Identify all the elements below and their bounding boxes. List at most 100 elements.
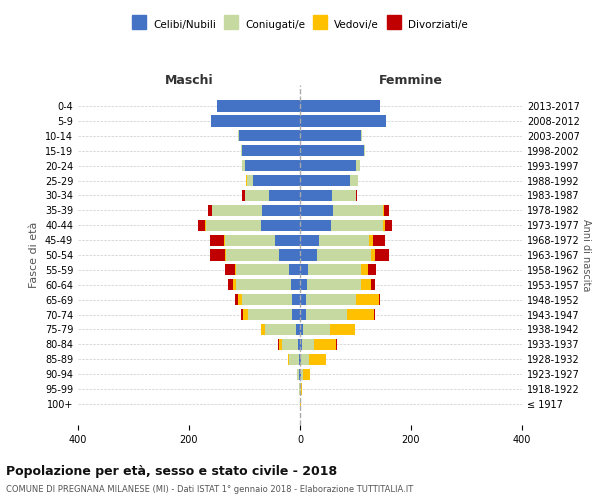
Bar	[212, 204, 262, 216]
Bar	[282, 339, 298, 350]
Bar	[236, 264, 289, 276]
Bar	[301, 384, 302, 394]
Bar	[243, 309, 248, 320]
Bar	[355, 190, 357, 201]
Bar	[371, 250, 376, 260]
Bar	[330, 324, 355, 335]
Bar	[300, 100, 380, 112]
Bar	[245, 160, 300, 171]
Bar	[310, 354, 326, 365]
Bar	[296, 368, 299, 380]
Bar	[332, 190, 355, 201]
Bar	[361, 264, 368, 276]
Text: COMUNE DI PREGNANA MILANESE (MI) - Dati ISTAT 1° gennaio 2018 - Elaborazione TUT: COMUNE DI PREGNANA MILANESE (MI) - Dati …	[6, 485, 413, 494]
Bar	[226, 250, 279, 260]
Bar	[269, 190, 300, 201]
Bar	[275, 234, 300, 246]
Bar	[301, 368, 304, 380]
Bar	[385, 220, 392, 231]
Bar	[364, 145, 365, 156]
Bar	[300, 160, 355, 171]
Bar	[300, 309, 305, 320]
Bar	[385, 204, 389, 216]
Bar	[291, 279, 300, 290]
Bar	[242, 190, 245, 201]
Bar	[288, 354, 289, 365]
Bar	[217, 100, 300, 112]
Bar	[265, 324, 296, 335]
Bar	[245, 190, 269, 201]
Bar	[370, 234, 373, 246]
Bar	[307, 279, 361, 290]
Bar	[383, 220, 385, 231]
Bar	[208, 204, 212, 216]
Bar	[371, 279, 376, 290]
Bar	[241, 145, 242, 156]
Bar	[260, 324, 265, 335]
Bar	[335, 339, 337, 350]
Text: Popolazione per età, sesso e stato civile - 2018: Popolazione per età, sesso e stato civil…	[6, 465, 337, 478]
Bar	[278, 339, 280, 350]
Bar	[209, 250, 225, 260]
Bar	[253, 175, 300, 186]
Bar	[300, 324, 304, 335]
Bar	[305, 309, 347, 320]
Bar	[224, 264, 235, 276]
Bar	[242, 294, 292, 306]
Y-axis label: Fasce di età: Fasce di età	[29, 222, 39, 288]
Bar	[298, 339, 300, 350]
Bar	[241, 309, 243, 320]
Bar	[300, 116, 386, 126]
Bar	[302, 339, 314, 350]
Bar	[314, 339, 335, 350]
Bar	[361, 279, 371, 290]
Bar	[235, 294, 238, 306]
Bar	[279, 250, 300, 260]
Bar	[334, 204, 383, 216]
Bar	[248, 309, 292, 320]
Bar	[374, 309, 375, 320]
Bar	[319, 234, 370, 246]
Bar	[350, 175, 358, 186]
Bar	[355, 160, 360, 171]
Bar	[300, 130, 361, 141]
Bar	[242, 145, 300, 156]
Bar	[304, 324, 330, 335]
Bar	[224, 234, 225, 246]
Bar	[233, 279, 236, 290]
Bar	[296, 324, 300, 335]
Bar	[300, 264, 308, 276]
Bar	[304, 368, 310, 380]
Bar	[235, 264, 236, 276]
Bar	[198, 220, 205, 231]
Bar	[300, 175, 350, 186]
Y-axis label: Anni di nascita: Anni di nascita	[581, 219, 591, 291]
Legend: Celibi/Nubili, Coniugati/e, Vedovi/e, Divorziati/e: Celibi/Nubili, Coniugati/e, Vedovi/e, Di…	[128, 16, 472, 34]
Bar	[300, 339, 302, 350]
Bar	[289, 264, 300, 276]
Bar	[261, 220, 300, 231]
Bar	[211, 116, 300, 126]
Text: Femmine: Femmine	[379, 74, 443, 86]
Bar	[300, 250, 317, 260]
Bar	[300, 220, 331, 231]
Bar	[300, 204, 334, 216]
Bar	[225, 234, 275, 246]
Bar	[305, 294, 355, 306]
Bar	[205, 220, 206, 231]
Bar	[300, 354, 301, 365]
Bar	[239, 130, 300, 141]
Bar	[355, 294, 379, 306]
Bar	[280, 339, 282, 350]
Bar	[206, 220, 261, 231]
Bar	[301, 354, 310, 365]
Bar	[300, 190, 332, 201]
Bar	[236, 279, 291, 290]
Bar	[308, 264, 361, 276]
Bar	[383, 204, 385, 216]
Bar	[379, 294, 380, 306]
Text: Maschi: Maschi	[164, 74, 214, 86]
Bar	[292, 309, 300, 320]
Bar	[242, 160, 245, 171]
Bar	[289, 354, 299, 365]
